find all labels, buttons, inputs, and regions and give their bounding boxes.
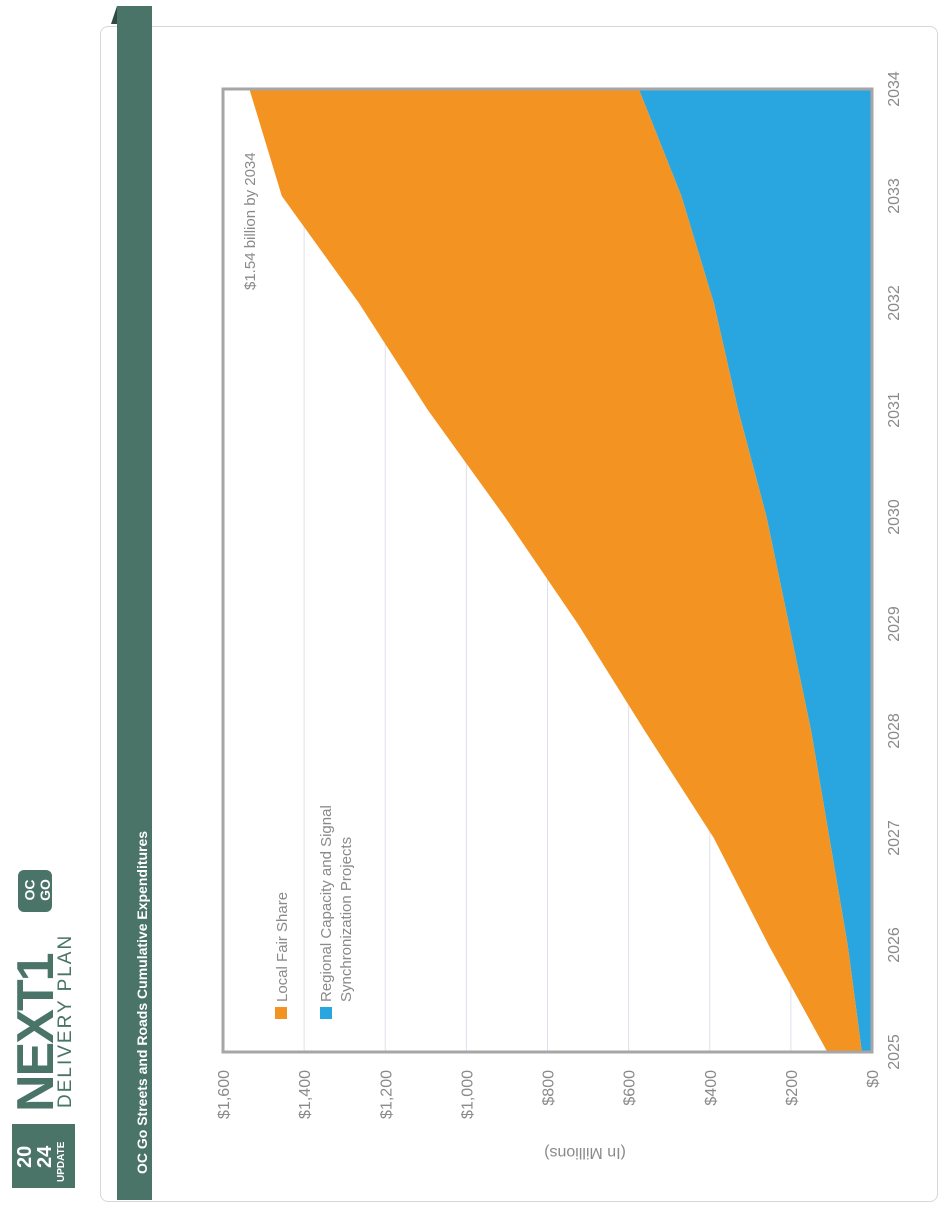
year-tick-label: 2033 — [886, 178, 903, 214]
total-annotation: $1.54 billion by 2034 — [242, 152, 259, 290]
year-tick-label: 2030 — [886, 499, 903, 535]
value-tick-label: $1,400 — [297, 1070, 314, 1119]
area-series-2 — [249, 89, 862, 1052]
year-tick-label: 2034 — [886, 71, 903, 107]
year-tick-label: 2029 — [886, 606, 903, 642]
area-series-1 — [638, 89, 872, 1052]
legend-swatch-regional — [320, 1007, 332, 1019]
title-bar-notch — [111, 6, 117, 24]
logo-year-box — [12, 1124, 75, 1188]
value-tick-label: $200 — [784, 1070, 801, 1106]
value-tick-label: $1,200 — [378, 1070, 395, 1119]
year-tick-label: 2032 — [886, 285, 903, 321]
logo-year-badge: 20 24 UPDATE — [12, 1124, 75, 1188]
legend-swatch-local — [275, 1007, 287, 1019]
value-tick-label: $800 — [541, 1070, 558, 1106]
value-tick-label: $600 — [622, 1070, 639, 1106]
year-tick-label: 2025 — [886, 1034, 903, 1070]
plot-frame — [221, 87, 874, 1054]
value-tick-label: $400 — [703, 1070, 720, 1106]
title-bar — [117, 6, 152, 1200]
y-axis-label: (In Millions) — [544, 1144, 626, 1161]
legend-label-regional: Regional Capacity and Signal Synchronizat… — [318, 805, 355, 1002]
logo-ocgo-badge: OC GO — [18, 870, 53, 912]
year-tick-label: 2027 — [886, 820, 903, 856]
legend-label-local: Local Fair Share — [274, 892, 291, 1002]
year-tick-label: 2031 — [886, 392, 903, 428]
value-tick-label: $1,600 — [216, 1070, 233, 1119]
value-tick-label: $1,000 — [459, 1070, 476, 1119]
value-tick-label: $0 — [865, 1070, 882, 1088]
year-tick-label: 2028 — [886, 713, 903, 749]
year-tick-label: 2026 — [886, 927, 903, 963]
